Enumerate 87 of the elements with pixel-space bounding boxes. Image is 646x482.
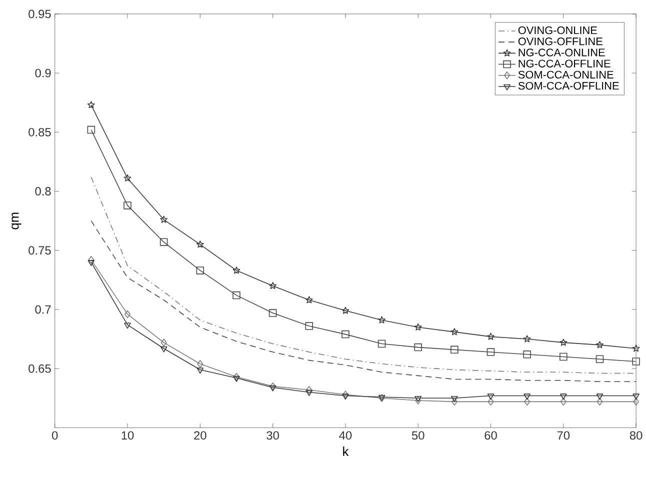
point	[196, 368, 204, 374]
point	[269, 386, 276, 392]
point	[560, 338, 568, 346]
point	[160, 216, 168, 224]
point	[342, 307, 350, 314]
point	[633, 398, 640, 406]
point	[342, 394, 349, 400]
point	[560, 398, 566, 406]
line-series	[90, 176, 636, 374]
point	[486, 348, 495, 356]
legend-label: OVING-OFFLINE	[518, 38, 602, 46]
point	[196, 266, 204, 275]
point	[270, 382, 276, 390]
point	[596, 398, 603, 406]
point	[124, 310, 130, 318]
point	[305, 296, 313, 304]
point	[632, 358, 640, 366]
point	[269, 282, 277, 290]
point	[196, 240, 204, 248]
point	[560, 353, 568, 361]
point	[88, 256, 94, 264]
legend-label: SOM-CCA-OFFLINE	[518, 82, 619, 90]
point	[124, 174, 132, 182]
point	[415, 396, 422, 405]
point	[306, 390, 313, 396]
x-tick-label: 10	[122, 431, 134, 440]
point	[451, 398, 458, 406]
point	[414, 324, 422, 331]
point	[197, 360, 204, 368]
x-tick-label: 60	[484, 431, 497, 440]
y-tick-label: 0.8	[35, 187, 51, 196]
point	[124, 202, 132, 210]
point	[342, 390, 348, 399]
x-tick-label: 80	[630, 431, 642, 440]
point	[596, 341, 604, 348]
x-tick-label: 30	[266, 431, 279, 440]
point	[160, 346, 168, 353]
x-axis-title: k	[343, 446, 349, 456]
y-tick-label: 0.85	[28, 128, 51, 137]
point	[487, 333, 494, 340]
point	[160, 338, 167, 347]
point	[342, 330, 350, 338]
point	[596, 394, 604, 400]
point	[450, 346, 458, 354]
legend-label: OVING-ONLINE	[518, 26, 597, 34]
x-tick-label: 50	[412, 431, 424, 440]
point	[560, 394, 567, 400]
x-tick-label: 70	[557, 431, 570, 440]
point	[451, 396, 458, 402]
y-axis-title: qm	[12, 212, 22, 230]
point	[268, 309, 277, 318]
point	[632, 394, 640, 400]
y-tick-label: 0.65	[28, 364, 51, 374]
point	[378, 340, 386, 348]
point	[232, 266, 240, 274]
x-tick-label: 40	[339, 431, 352, 440]
point	[87, 126, 96, 134]
point	[160, 238, 168, 246]
point	[523, 350, 531, 359]
point	[233, 373, 240, 381]
point	[88, 260, 95, 266]
point	[487, 394, 494, 400]
point	[596, 355, 604, 364]
point	[488, 398, 494, 406]
point	[524, 394, 530, 400]
y-tick-label: 0.7	[35, 306, 51, 314]
point	[450, 328, 458, 336]
y-tick-label: 0.95	[28, 10, 51, 18]
point	[87, 101, 95, 108]
point	[632, 344, 640, 352]
point	[524, 398, 530, 406]
point	[232, 292, 240, 300]
legend-label: NG-CCA-ONLINE	[518, 48, 605, 57]
point	[523, 335, 531, 342]
x-tick-label: 0	[52, 431, 58, 440]
point	[306, 386, 312, 394]
y-tick-label: 0.9	[35, 69, 51, 78]
point	[233, 376, 240, 382]
legend-label: NG-CCA-OFFLINE	[518, 60, 610, 68]
y-tick-label: 0.75	[28, 246, 51, 255]
point	[124, 322, 131, 329]
point	[305, 322, 313, 330]
point	[378, 316, 386, 324]
x-tick-label: 20	[194, 431, 206, 440]
point	[414, 396, 422, 402]
legend-label: SOM-CCA-ONLINE	[518, 71, 614, 79]
point	[414, 344, 422, 352]
